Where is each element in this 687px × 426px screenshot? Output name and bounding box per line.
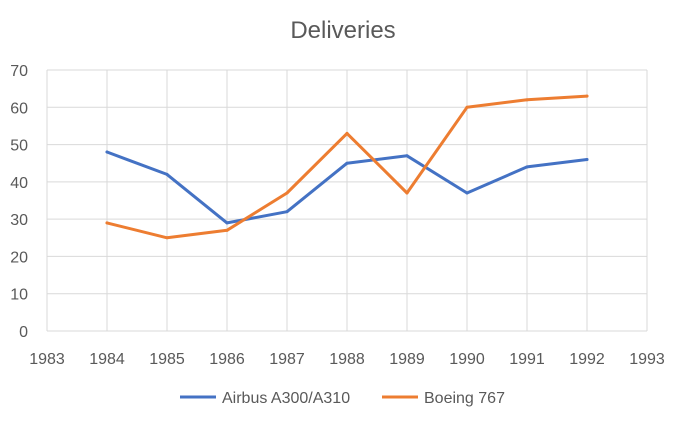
y-tick-label: 10 [10, 287, 28, 304]
data-point [525, 165, 529, 169]
x-tick-label: 1987 [269, 351, 305, 368]
legend-label: Boeing 767 [424, 390, 505, 407]
data-point [225, 221, 229, 225]
x-tick-label: 1986 [209, 351, 245, 368]
x-tick-label: 1990 [449, 351, 485, 368]
chart-title: Deliveries [290, 17, 395, 44]
data-point [225, 228, 229, 232]
gridlines [46, 69, 648, 332]
x-tick-label: 1989 [389, 351, 425, 368]
x-tick-label: 1983 [29, 351, 65, 368]
data-point [105, 150, 109, 154]
y-tick-label: 40 [10, 175, 28, 192]
data-point [405, 191, 409, 195]
y-axis-tick-labels: 0 10 20 30 40 50 60 70 [10, 63, 28, 341]
x-axis-tick-labels: 1983 1984 1985 1986 1987 1988 1989 1990 1991 1992… [29, 351, 665, 368]
x-tick-label: 1988 [329, 351, 365, 368]
legend-item: Boeing 767 [382, 390, 505, 407]
x-tick-label: 1993 [629, 351, 665, 368]
data-point [465, 191, 469, 195]
x-tick-label: 1992 [569, 351, 605, 368]
data-point [405, 154, 409, 158]
data-point [585, 157, 589, 161]
y-tick-label: 20 [10, 249, 28, 266]
y-tick-label: 50 [10, 138, 28, 155]
legend: Airbus A300/A310 Boeing 767 [180, 390, 505, 407]
data-point [165, 172, 169, 176]
data-point [105, 221, 109, 225]
data-point [165, 236, 169, 240]
x-tick-label: 1991 [509, 351, 545, 368]
data-point [525, 98, 529, 102]
data-point [345, 131, 349, 135]
y-tick-label: 60 [10, 100, 28, 117]
data-point [285, 191, 289, 195]
y-tick-label: 0 [19, 324, 28, 341]
series-lines [105, 94, 589, 240]
data-point [585, 94, 589, 98]
x-tick-label: 1985 [149, 351, 185, 368]
data-point [465, 105, 469, 109]
y-tick-label: 70 [10, 63, 28, 80]
data-point [285, 210, 289, 214]
legend-item: Airbus A300/A310 [180, 390, 350, 407]
legend-label: Airbus A300/A310 [222, 390, 350, 407]
y-tick-label: 30 [10, 212, 28, 229]
data-point [345, 161, 349, 165]
x-tick-label: 1984 [89, 351, 125, 368]
